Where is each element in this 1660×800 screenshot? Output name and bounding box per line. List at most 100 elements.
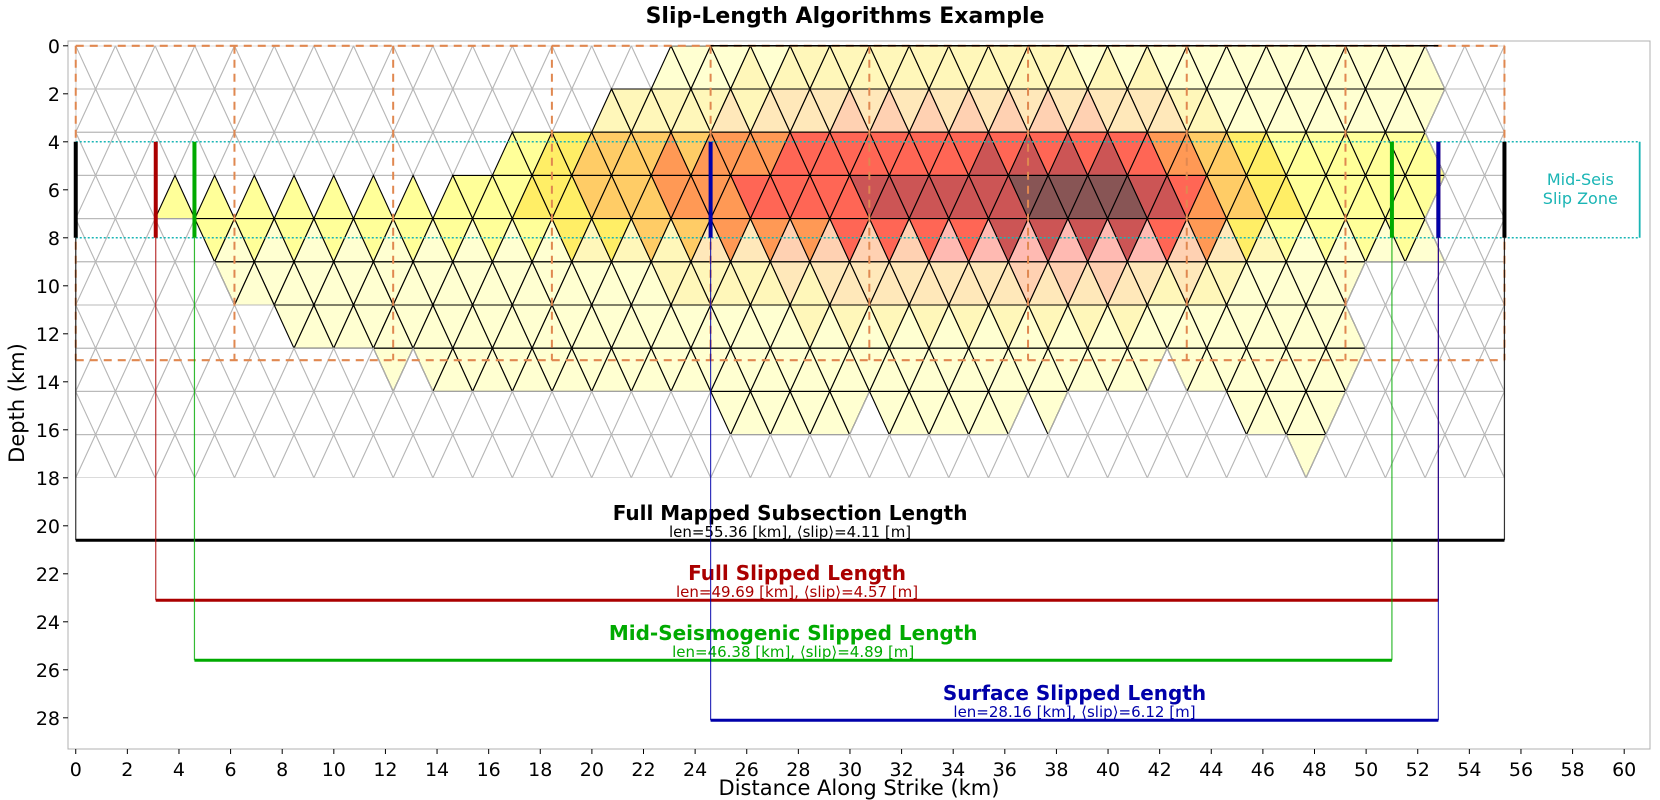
- mesh-triangle: [888, 434, 930, 478]
- mesh-triangle: [94, 347, 137, 393]
- mesh-triangle: [94, 174, 137, 220]
- mesh-triangle: [273, 87, 315, 133]
- mesh-triangle: [630, 390, 672, 436]
- mesh-triangle: [194, 390, 236, 436]
- x-tick-label: 30: [838, 759, 862, 781]
- mesh-triangle: [1146, 390, 1188, 436]
- mesh-triangle: [154, 433, 196, 478]
- mesh-triangle: [471, 87, 514, 133]
- mesh-triangle: [491, 45, 533, 90]
- mesh-triangle: [273, 131, 315, 177]
- plot-frame: [67, 40, 1651, 750]
- mesh-triangle: [372, 131, 414, 176]
- mesh-triangle: [531, 434, 573, 478]
- mesh-triangle: [1424, 347, 1466, 392]
- mesh-triangle: [372, 390, 414, 436]
- mesh-triangle: [253, 390, 295, 436]
- mesh-triangle: [154, 87, 196, 133]
- mesh-triangle: [610, 390, 652, 436]
- mesh-triangle: [253, 347, 295, 393]
- mesh-triangle: [392, 45, 434, 91]
- mesh-triangle: [511, 433, 553, 478]
- mid-seis-zone-label: Slip Zone: [1543, 189, 1618, 208]
- mesh-triangle: [1107, 433, 1148, 478]
- mesh-triangle: [313, 433, 355, 478]
- mesh-triangle: [1047, 434, 1089, 478]
- mesh-triangle: [392, 390, 434, 436]
- mesh-triangle: [1464, 131, 1505, 177]
- mesh-triangle: [1444, 347, 1486, 393]
- mesh-triangle: [452, 434, 494, 478]
- y-tick-label: 18: [36, 468, 60, 490]
- mesh-triangle: [511, 45, 553, 91]
- mesh-triangle: [452, 45, 494, 90]
- mesh-triangle: [233, 347, 275, 392]
- mesh-triangle: [293, 45, 335, 90]
- mesh-triangle: [1305, 433, 1347, 478]
- slip-triangle: [154, 174, 196, 220]
- mesh-triangle: [313, 390, 355, 436]
- mesh-triangle: [75, 174, 117, 220]
- mesh-triangle: [491, 390, 533, 436]
- mesh-triangle: [332, 434, 375, 478]
- mesh-triangle: [1464, 87, 1505, 133]
- fault-mesh: [75, 45, 1505, 478]
- mesh-triangle: [1464, 260, 1505, 306]
- mesh-triangle: [1424, 304, 1466, 350]
- mesh-triangle: [114, 260, 156, 306]
- mesh-triangle: [154, 131, 196, 177]
- y-tick-label: 2: [48, 84, 60, 106]
- mesh-triangle: [829, 433, 871, 478]
- mesh-triangle: [1186, 390, 1228, 436]
- mesh-triangle: [789, 433, 831, 478]
- mesh-triangle: [114, 433, 156, 478]
- mesh-triangle: [571, 434, 613, 478]
- x-tick-label: 40: [1096, 759, 1120, 781]
- x-tick-label: 36: [993, 759, 1017, 781]
- mesh-triangle: [114, 218, 156, 263]
- mesh-triangle: [551, 390, 593, 436]
- x-tick-label: 18: [528, 759, 552, 781]
- mesh-triangle: [1444, 261, 1486, 307]
- y-tick-label: 0: [48, 36, 60, 58]
- mesh-triangle: [749, 433, 791, 478]
- mesh-triangle: [491, 88, 533, 134]
- mesh-triangle: [253, 131, 295, 176]
- x-tick-label: 44: [1199, 759, 1223, 781]
- mesh-triangle: [154, 304, 196, 350]
- x-tick-label: 22: [631, 759, 655, 781]
- mesh-triangle: [75, 390, 117, 436]
- x-tick-label: 34: [941, 759, 965, 781]
- mesh-triangle: [670, 390, 712, 436]
- mesh-triangle: [213, 434, 256, 478]
- mesh-triangle: [710, 433, 751, 478]
- mesh-triangle: [948, 433, 990, 478]
- mesh-triangle: [987, 433, 1029, 478]
- mesh-triangle: [1364, 434, 1406, 478]
- mesh-triangle: [650, 434, 692, 478]
- x-tick-label: 10: [322, 759, 346, 781]
- x-tick-label: 46: [1251, 759, 1275, 781]
- mesh-triangle: [1086, 390, 1129, 436]
- mesh-triangle: [273, 433, 315, 478]
- mesh-triangle: [154, 218, 196, 263]
- slip-triangle: [1027, 390, 1069, 436]
- x-tick-label: 4: [173, 759, 185, 781]
- mesh-triangle: [313, 87, 355, 133]
- chart-title: Slip-Length Algorithms Example: [646, 4, 1045, 29]
- mesh-triangle: [273, 347, 315, 392]
- mesh-triangle: [134, 88, 176, 134]
- mesh-triangle: [452, 88, 494, 134]
- mesh-triangle: [1464, 45, 1505, 91]
- mesh-triangle: [313, 131, 355, 177]
- mesh-triangle: [352, 433, 394, 478]
- slip-triangle: [352, 174, 395, 220]
- x-tick-label: 42: [1148, 759, 1172, 781]
- mesh-triangle: [1067, 390, 1109, 436]
- mesh-triangle: [551, 45, 593, 91]
- mesh-triangle: [174, 45, 216, 90]
- mesh-triangle: [114, 304, 156, 350]
